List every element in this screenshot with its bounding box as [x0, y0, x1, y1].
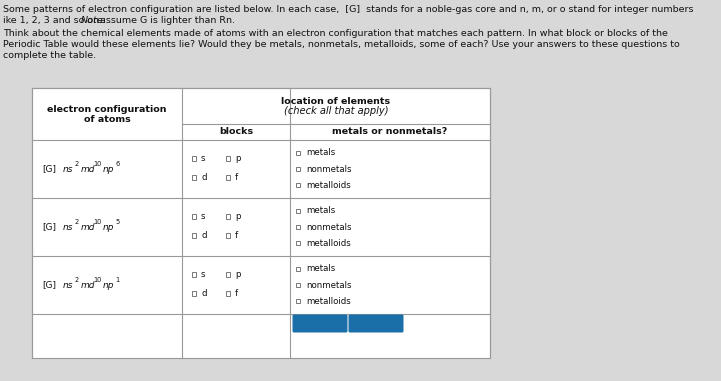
- Text: 10: 10: [93, 219, 102, 225]
- Text: 2: 2: [75, 161, 79, 167]
- Bar: [226, 291, 230, 296]
- Bar: [192, 272, 196, 277]
- Text: metalloids: metalloids: [306, 297, 350, 306]
- Text: metals: metals: [306, 148, 335, 157]
- Text: complete the table.: complete the table.: [3, 51, 96, 60]
- Text: ns: ns: [63, 223, 74, 232]
- Text: d: d: [201, 231, 206, 240]
- FancyBboxPatch shape: [348, 314, 404, 333]
- Text: metalloids: metalloids: [306, 239, 350, 248]
- Bar: [192, 156, 196, 161]
- Bar: [226, 156, 230, 161]
- Text: f: f: [235, 231, 238, 240]
- Text: assume G is lighter than Rn.: assume G is lighter than Rn.: [97, 16, 235, 25]
- Text: p: p: [235, 270, 241, 279]
- Text: nonmetals: nonmetals: [306, 165, 352, 173]
- Text: md: md: [81, 165, 95, 173]
- Text: 6: 6: [115, 161, 119, 167]
- Text: metals: metals: [306, 206, 335, 215]
- Text: metalloids: metalloids: [306, 181, 350, 190]
- Text: p: p: [235, 154, 241, 163]
- Text: 10: 10: [93, 277, 102, 283]
- Text: np: np: [103, 165, 115, 173]
- Text: nonmetals: nonmetals: [306, 280, 352, 290]
- Bar: [192, 291, 196, 296]
- Bar: [226, 175, 230, 180]
- Text: p: p: [235, 212, 241, 221]
- Text: np: np: [103, 223, 115, 232]
- Bar: [226, 234, 230, 238]
- Text: d: d: [201, 289, 206, 298]
- Text: Note:: Note:: [81, 16, 107, 25]
- Text: ns: ns: [63, 165, 74, 173]
- Text: nonmetals: nonmetals: [306, 223, 352, 232]
- Text: 1: 1: [115, 277, 119, 283]
- Text: md: md: [81, 280, 95, 290]
- Text: (check all that apply): (check all that apply): [283, 106, 389, 116]
- Text: electron configuration: electron configuration: [48, 104, 167, 114]
- Text: [G]: [G]: [42, 165, 56, 173]
- Text: ns: ns: [63, 280, 74, 290]
- Text: md: md: [81, 223, 95, 232]
- FancyBboxPatch shape: [293, 314, 348, 333]
- Text: metals: metals: [306, 264, 335, 273]
- Text: [G]: [G]: [42, 280, 56, 290]
- Text: s: s: [201, 212, 205, 221]
- Text: f: f: [235, 173, 238, 182]
- Bar: [296, 299, 300, 304]
- Text: of atoms: of atoms: [84, 115, 131, 123]
- Text: [G]: [G]: [42, 223, 56, 232]
- Bar: [296, 241, 300, 245]
- Text: 2: 2: [75, 277, 79, 283]
- Text: metals or nonmetals?: metals or nonmetals?: [332, 128, 448, 136]
- Text: blocks: blocks: [219, 128, 253, 136]
- Text: d: d: [201, 173, 206, 182]
- Bar: [192, 175, 196, 180]
- Bar: [296, 267, 300, 271]
- Text: np: np: [103, 280, 115, 290]
- Text: 5: 5: [115, 219, 119, 225]
- Text: 2: 2: [75, 219, 79, 225]
- Text: s: s: [201, 154, 205, 163]
- Text: Think about the chemical elements made of atoms with an electron configuration t: Think about the chemical elements made o…: [3, 29, 668, 38]
- Bar: [226, 214, 230, 219]
- Bar: [32, 88, 490, 358]
- Bar: [296, 225, 300, 229]
- Text: ike 1, 2, 3 and so on.: ike 1, 2, 3 and so on.: [3, 16, 105, 25]
- Text: 10: 10: [93, 161, 102, 167]
- Bar: [296, 208, 300, 213]
- Text: Some patterns of electron configuration are listed below. In each case,  [G]  st: Some patterns of electron configuration …: [3, 5, 694, 14]
- Bar: [192, 214, 196, 219]
- Bar: [296, 150, 300, 155]
- Bar: [296, 167, 300, 171]
- Text: s: s: [201, 270, 205, 279]
- Bar: [192, 234, 196, 238]
- Bar: [226, 272, 230, 277]
- Text: location of elements: location of elements: [281, 96, 391, 106]
- Text: f: f: [235, 289, 238, 298]
- Text: Periodic Table would these elements lie? Would they be metals, nonmetals, metall: Periodic Table would these elements lie?…: [3, 40, 680, 49]
- Bar: [296, 283, 300, 287]
- Bar: [296, 183, 300, 187]
